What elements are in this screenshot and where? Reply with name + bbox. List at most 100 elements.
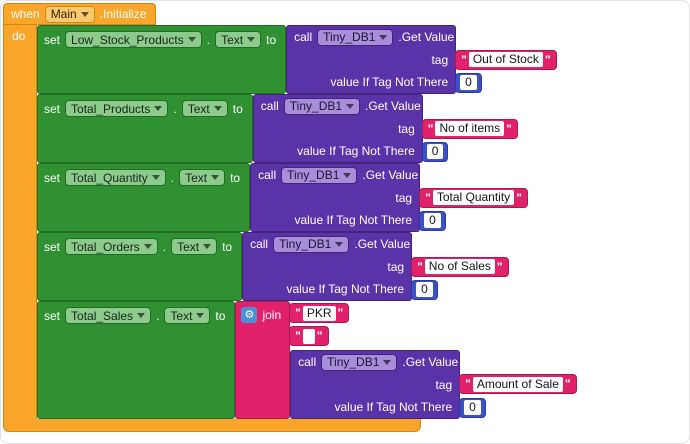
event-component-value: Main [50,7,77,21]
join-arguments: PKR call [289,301,577,419]
value-if-not-there-label: value If Tag Not There [286,282,405,296]
tinydb-getvalue-block[interactable]: call Tiny_DB1 .Get Value tag [286,25,557,94]
text-string-block[interactable]: No of items [421,118,518,139]
call-header[interactable]: call Tiny_DB1 .Get Value [252,94,423,117]
event-block-header[interactable]: when Main .Initialize [3,3,157,25]
number-block[interactable]: 0 [419,210,446,231]
method-label: .Get Value [362,168,419,182]
property-dropdown[interactable]: Text [171,238,218,255]
number-block[interactable]: 0 [421,141,449,162]
setter-block-body[interactable]: set Total_Sales . Text to [37,301,236,419]
to-label: to [230,170,241,185]
setter-block-body[interactable]: set Total_Quantity . Text to [37,163,251,232]
number-block[interactable]: 0 [459,397,486,418]
call-header[interactable]: call Tiny_DB1 .Get Value [286,25,457,48]
caret-down-icon [187,37,196,42]
set-totalorders-text-block[interactable]: set Total_Orders . Text to [37,232,509,301]
component-dropdown-value: Total_Sales [71,308,134,323]
tinydb-dropdown[interactable]: Tiny_DB1 [317,28,394,46]
number-input[interactable]: 0 [426,144,444,159]
close-quote-icon [565,377,571,391]
string-input[interactable]: Total Quantity [432,190,515,205]
set-label: set [44,170,61,185]
number-input[interactable]: 0 [460,75,477,90]
setter-block-body[interactable]: set Total_Orders . Text to [37,232,243,301]
set-totalsales-text-block[interactable]: set Total_Sales . Text to [37,301,577,419]
component-dropdown[interactable]: Low_Stock_Products [65,31,202,48]
call-header[interactable]: call Tiny_DB1 .Get Value [290,350,461,373]
component-dropdown[interactable]: Total_Products [65,100,169,117]
to-label: to [215,308,226,323]
event-block-footer[interactable] [3,419,421,432]
join-block[interactable]: ⚙ join PKR [235,301,577,419]
method-label: .Get Value [402,355,459,369]
set-totalproducts-text-block[interactable]: set Total_Products . Text to [37,94,518,163]
string-input[interactable]: PKR [302,305,336,321]
text-string-block[interactable] [289,326,329,346]
open-quote-icon [295,329,301,343]
component-dropdown-value: Total_Quantity [71,170,148,185]
tag-slot: tag [286,48,457,71]
set-lowstock-text-block[interactable]: set Low_Stock_Products . Text to [37,25,557,94]
number-input[interactable]: 0 [464,400,481,415]
tinydb-dropdown[interactable]: Tiny_DB1 [283,97,361,115]
tinydb-dropdown[interactable]: Tiny_DB1 [281,166,358,184]
text-string-block[interactable]: PKR [289,303,350,323]
caret-down-icon [335,241,344,247]
dot-label: . [156,308,160,323]
event-component-dropdown[interactable]: Main [44,5,95,23]
setter-block-body[interactable]: set Total_Products . Text to [37,94,253,163]
number-input[interactable]: 0 [416,282,433,297]
close-quote-icon [497,260,503,274]
number-block[interactable]: 0 [455,72,482,93]
setter-block-body[interactable]: set Low_Stock_Products . Text to [37,25,287,94]
tinydb-dropdown-value: Tiny_DB1 [287,168,340,182]
number-input[interactable]: 0 [424,213,441,228]
property-dropdown-value: Text [221,32,244,47]
text-string-block[interactable]: Total Quantity [419,187,528,208]
call-label: call [258,168,277,182]
call-header[interactable]: call Tiny_DB1 .Get Value [242,232,413,255]
tag-slot: tag [242,255,413,278]
join-block-body[interactable]: ⚙ join [235,301,291,419]
tinydb-dropdown[interactable]: Tiny_DB1 [321,353,398,371]
text-string-block[interactable]: No of Sales [411,256,509,277]
tinydb-dropdown-value: Tiny_DB1 [323,30,376,44]
property-dropdown[interactable]: Text [181,100,228,117]
mutator-gear-icon[interactable]: ⚙ [241,307,258,323]
text-string-block[interactable]: Amount of Sale [459,374,577,394]
set-totalquantity-text-block[interactable]: set Total_Quantity . Text to [37,163,528,232]
property-dropdown[interactable]: Text [164,307,211,324]
do-section[interactable]: do [3,25,37,419]
call-header[interactable]: call Tiny_DB1 .Get Value [250,163,421,186]
set-label: set [44,32,61,47]
property-dropdown[interactable]: Text [179,169,226,186]
component-dropdown[interactable]: Total_Orders [65,238,158,255]
tag-slot: tag [250,186,421,209]
open-quote-icon [425,191,431,205]
default-slot: value If Tag Not There [252,140,423,163]
component-dropdown[interactable]: Total_Quantity [65,169,166,186]
number-block[interactable]: 0 [411,279,438,300]
tinydb-dropdown[interactable]: Tiny_DB1 [273,235,350,253]
string-input[interactable]: Amount of Sale [472,376,563,392]
component-dropdown[interactable]: Total_Sales [65,307,152,324]
when-label: when [11,7,40,21]
call-label: call [250,237,269,251]
tinydb-getvalue-block[interactable]: call Tiny_DB1 .Get Value tag [242,232,509,301]
text-string-block[interactable]: Out of Stock [455,49,557,70]
string-input[interactable]: No of Sales [424,259,495,274]
when-main-initialize-block[interactable]: when Main .Initialize do set Low_S [3,3,687,432]
tinydb-getvalue-block[interactable]: call Tiny_DB1 .Get Value tag [250,163,528,232]
caret-down-icon [346,103,355,109]
tinydb-getvalue-block[interactable]: call Tiny_DB1 .Get Value tag [252,94,518,163]
property-dropdown[interactable]: Text [215,31,262,48]
tinydb-getvalue-block[interactable]: call Tiny_DB1 .Get Value [290,350,577,419]
dot-label: . [173,101,177,116]
statement-stack: set Low_Stock_Products . Text to [37,25,577,419]
caret-down-icon [137,313,146,318]
string-input[interactable]: Out of Stock [468,52,543,67]
string-input[interactable]: No of items [435,121,505,136]
string-input[interactable] [302,328,315,344]
